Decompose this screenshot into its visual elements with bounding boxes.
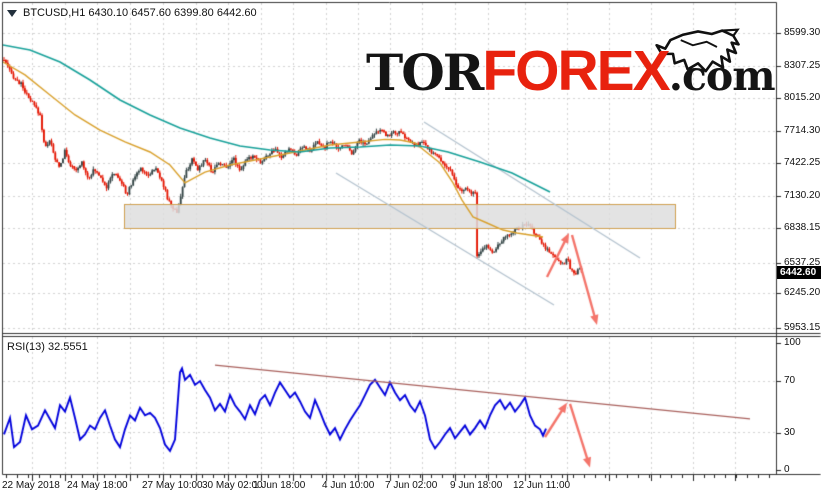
logo-text-com: .com xyxy=(668,52,776,100)
price-axis-label: 6537.25 xyxy=(784,257,821,268)
current-price-badge: 6442.60 xyxy=(777,266,821,279)
logo-text-forex: FOREX xyxy=(482,39,670,103)
rsi-indicator-label: RSI(13) 32.5551 xyxy=(7,341,88,353)
price-axis-label: 8599.30 xyxy=(784,27,821,38)
rsi-axis-label: 30 xyxy=(784,427,796,438)
time-axis-label: 12 Jun 11:00 xyxy=(513,480,571,491)
time-axis-label: 30 May 02:00 xyxy=(202,480,263,491)
rsi-axis-label: 100 xyxy=(784,337,801,348)
time-axis-label: 7 Jun 02:00 xyxy=(385,480,438,491)
time-axis-label: 24 May 18:00 xyxy=(67,480,128,491)
price-axis-label: 7130.20 xyxy=(784,190,821,201)
bull-icon xyxy=(654,28,742,83)
logo-text-tor: TOR xyxy=(366,43,484,102)
price-axis-label: 6245.20 xyxy=(784,287,821,298)
time-axis-label: 27 May 10:00 xyxy=(142,480,203,491)
torforex-logo: TOR FOREX .com xyxy=(366,28,776,104)
chart-title: BTCUSD,H1 6430.10 6457.60 6399.80 6442.6… xyxy=(7,7,257,19)
price-axis-label: 7422.25 xyxy=(784,157,821,168)
price-axis-label: 8307.25 xyxy=(784,60,821,71)
chart-title-text: BTCUSD,H1 6430.10 6457.60 6399.80 6442.6… xyxy=(23,7,257,19)
time-axis-label: 9 Jun 18:00 xyxy=(450,480,503,491)
price-axis-label: 8015.20 xyxy=(784,92,821,103)
rsi-axis-label: 0 xyxy=(784,464,790,475)
time-axis-label: 4 Jun 10:00 xyxy=(322,480,375,491)
price-axis-label: 7714.30 xyxy=(784,125,821,136)
rsi-axis-label: 70 xyxy=(784,375,796,386)
price-axis-label: 6838.15 xyxy=(784,222,821,233)
time-axis-label: 1 Jun 18:00 xyxy=(253,480,306,491)
time-axis-label: 22 May 2018 xyxy=(2,480,60,491)
symbol-dropdown-icon[interactable] xyxy=(7,9,17,17)
price-axis-label: 5953.15 xyxy=(784,322,821,333)
